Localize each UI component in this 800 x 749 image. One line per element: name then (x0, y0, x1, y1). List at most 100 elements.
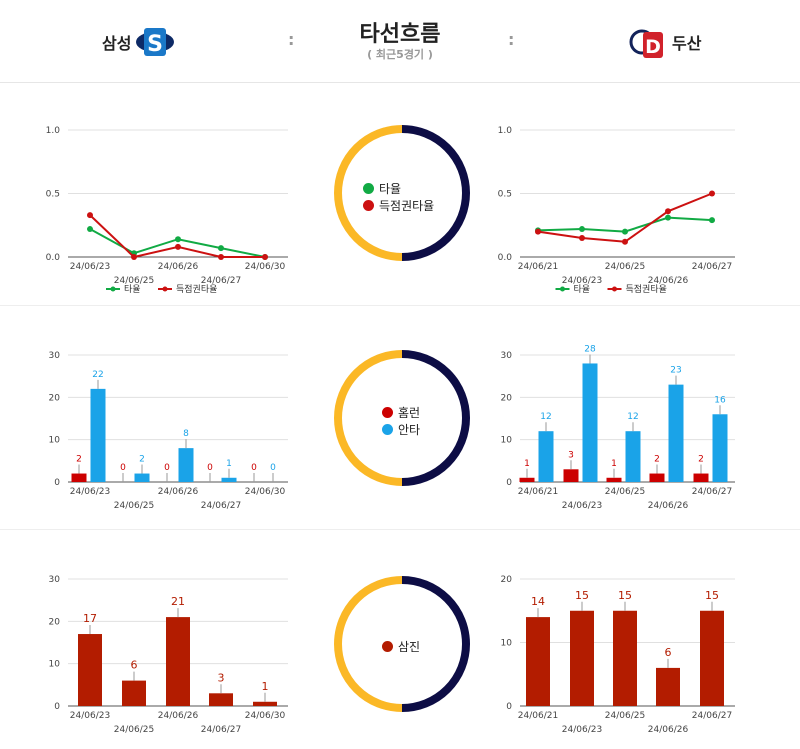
data-label: 23 (670, 366, 681, 376)
data-label: 2 (698, 455, 704, 465)
x-tick-label: 24/06/26 (158, 487, 199, 497)
legend-batting-avg: 타율 득점권타율 (363, 180, 434, 214)
y-tick-label: 20 (49, 617, 61, 627)
page-title: 타선흐름 (359, 22, 441, 47)
home-team-name: 삼성 (102, 34, 132, 53)
y-tick-label: 20 (49, 393, 61, 403)
data-point (87, 226, 93, 233)
x-tick-label: 24/06/25 (114, 725, 154, 735)
bar (71, 473, 87, 482)
data-label: 1 (226, 459, 232, 469)
page-subtitle: ( 최근5경기 ) (367, 48, 433, 61)
bar (656, 667, 680, 706)
bar (668, 384, 684, 482)
x-tick-label: 24/06/25 (605, 262, 645, 272)
y-tick-label: 0 (506, 478, 512, 488)
x-tick-label: 24/06/30 (245, 262, 286, 272)
section-divider (0, 305, 800, 306)
bar (570, 610, 594, 706)
bar (700, 610, 724, 706)
data-label: 1 (524, 459, 530, 469)
bar (712, 414, 728, 482)
legend-label: 타율 (124, 284, 141, 295)
x-tick-label: 24/06/23 (70, 262, 110, 272)
bar (649, 473, 665, 482)
bar (209, 693, 233, 706)
y-tick-label: 1.0 (498, 126, 513, 136)
home-hits-chart: 010203024/06/2324/06/2524/06/2624/06/272… (49, 351, 288, 511)
legend-label-homerun: 홈런 (398, 405, 421, 420)
data-label: 6 (665, 646, 672, 659)
y-tick-label: 0 (506, 702, 512, 712)
data-label: 3 (568, 450, 574, 460)
x-tick-label: 24/06/26 (648, 725, 689, 735)
y-tick-label: 0.5 (46, 190, 60, 200)
data-point (262, 254, 268, 260)
section-divider (0, 529, 800, 530)
svg-text:S: S (147, 32, 163, 57)
y-tick-label: 20 (501, 575, 513, 585)
x-tick-label: 24/06/23 (562, 276, 602, 286)
data-point (665, 214, 671, 221)
legend-dot-batting-avg (363, 182, 374, 194)
y-tick-label: 0.0 (498, 253, 513, 263)
data-point (665, 208, 671, 215)
x-tick-label: 24/06/25 (605, 487, 645, 497)
y-tick-label: 30 (49, 351, 61, 361)
x-tick-label: 24/06/26 (648, 276, 689, 286)
legend-strikeouts: 삼진 (382, 638, 420, 655)
data-label: 21 (171, 595, 185, 608)
x-tick-label: 24/06/27 (692, 487, 732, 497)
data-point (535, 228, 541, 235)
data-label: 17 (83, 612, 97, 625)
data-point (131, 254, 137, 260)
x-tick-label: 24/06/30 (245, 711, 286, 721)
legend-hits: 홈런 안타 (382, 404, 420, 438)
legend-dot-hits (382, 423, 393, 435)
bar (606, 477, 622, 482)
header: 삼성 S : 타선흐름 ( 최근5경기 ) : D 두산 (0, 0, 800, 83)
ring-home-arc (334, 576, 403, 712)
data-label: 8 (183, 429, 189, 439)
x-tick-label: 24/06/27 (201, 725, 241, 735)
x-tick-label: 24/06/23 (70, 487, 110, 497)
x-tick-label: 24/06/25 (114, 501, 154, 511)
data-point (622, 238, 628, 245)
x-tick-label: 24/06/25 (605, 711, 645, 721)
samsung-lions-logo: S (136, 28, 174, 57)
legend-label-strikeouts: 삼진 (398, 639, 421, 654)
data-point (87, 212, 93, 219)
bar (582, 363, 598, 482)
data-label: 12 (540, 412, 551, 422)
legend-marker (560, 286, 565, 292)
bar (693, 473, 709, 482)
bar (538, 431, 554, 482)
data-label: 14 (531, 595, 545, 608)
data-label: 15 (618, 589, 632, 602)
legend-dot-homerun (382, 406, 393, 418)
x-tick-label: 24/06/27 (201, 501, 241, 511)
y-tick-label: 0 (54, 478, 60, 488)
away-hits-chart: 010203024/06/2124/06/2324/06/2524/06/262… (501, 344, 735, 511)
y-tick-label: 10 (501, 639, 513, 649)
data-label: 3 (218, 671, 225, 684)
x-tick-label: 24/06/21 (518, 487, 558, 497)
bar (519, 477, 535, 482)
data-point (709, 217, 715, 224)
data-label: 0 (120, 463, 126, 473)
y-tick-label: 10 (501, 436, 513, 446)
data-label: 28 (584, 344, 596, 354)
data-point (175, 236, 181, 243)
x-tick-label: 24/06/21 (518, 711, 558, 721)
bar (221, 477, 237, 482)
y-tick-label: 30 (49, 575, 61, 585)
y-tick-label: 0 (54, 702, 60, 712)
series-line (89, 228, 266, 258)
doosan-bears-logo: D (629, 29, 663, 58)
ring-home-arc (334, 350, 403, 486)
legend-dot-risp-avg (363, 199, 374, 211)
ring-away-arc (401, 350, 470, 486)
legend-marker (162, 286, 168, 292)
bar (90, 388, 106, 482)
